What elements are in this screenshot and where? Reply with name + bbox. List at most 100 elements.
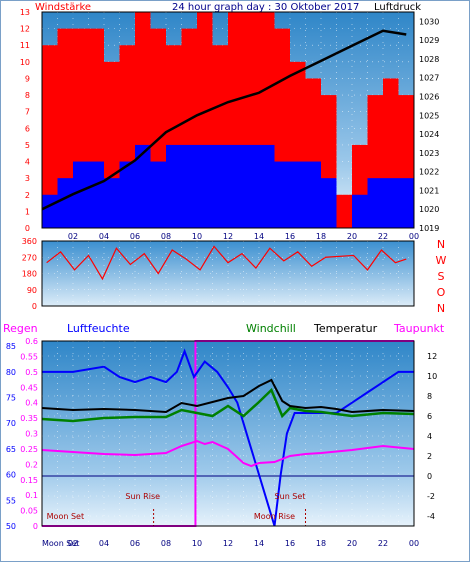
header-right-label: Luftdruck	[374, 2, 421, 13]
compass-label: S	[438, 270, 445, 283]
average-bar	[197, 144, 213, 228]
tick-label: 50	[6, 522, 16, 531]
tick-label: 08	[161, 539, 171, 548]
header-title: 24 hour graph day : 30 Oktober 2017	[172, 2, 359, 13]
tick-label: 0.6	[25, 337, 38, 346]
tick-label: 5	[25, 141, 30, 150]
tick-label: 55	[6, 496, 16, 505]
tick-label: 0.25	[20, 445, 38, 454]
climate-panel-frame	[41, 340, 415, 527]
tick-label: 6	[427, 412, 432, 421]
tick-label: 1023	[419, 149, 439, 158]
tick-label: 10	[427, 372, 437, 381]
average-bar	[352, 194, 368, 228]
gust-bar	[336, 194, 352, 228]
average-bar	[42, 194, 58, 228]
tick-label: 7	[25, 108, 30, 117]
average-bar	[119, 161, 135, 228]
tick-label: 02	[68, 539, 78, 548]
annotation-label: Sun Set	[275, 492, 306, 501]
wind-bars	[42, 12, 414, 228]
tick-label: 04	[99, 539, 109, 548]
tick-label: 1022	[419, 168, 439, 177]
average-bar	[166, 144, 182, 228]
average-bar	[274, 161, 290, 228]
pressure-right-ticks: 1019 1020 1021 1022 1023 1024 1025 1026 1027 1028…	[419, 17, 439, 233]
tick-label: 1	[25, 207, 30, 216]
tick-label: 18	[316, 232, 326, 241]
windchill-series	[41, 387, 415, 423]
pressure-series	[41, 29, 407, 211]
tick-label: 16	[285, 539, 295, 548]
bottom-moon-label: Moon Set	[42, 539, 79, 548]
average-bar	[383, 178, 399, 228]
average-bar	[305, 161, 321, 228]
tick-label: 2	[427, 452, 432, 461]
gust-bar	[42, 45, 58, 228]
tick-label: 12	[223, 539, 233, 548]
tick-label: 1025	[419, 111, 439, 120]
tick-label: -4	[427, 512, 435, 521]
tick-label: -2	[427, 492, 435, 501]
tick-label: 85	[6, 342, 16, 351]
direction-panel-frame	[41, 240, 415, 307]
rain-inner-ticks: 0 0.05 0.1 0.15 0.2 0.25 0.3 0.35 0.4 0.45 0.5 0.55…	[20, 337, 38, 531]
tick-label: 1020	[419, 205, 439, 214]
tick-label: 20	[347, 232, 357, 241]
tick-label: 00	[409, 539, 419, 548]
average-bar	[228, 144, 244, 228]
legend-label: Windchill	[246, 322, 296, 335]
tick-label: 3	[25, 174, 30, 183]
tick-label: 22	[378, 539, 388, 548]
tick-label: 360	[22, 237, 37, 246]
average-bar	[150, 161, 166, 228]
tick-label: 02	[68, 232, 78, 241]
tick-label: 00	[409, 232, 419, 241]
annotation-label: Moon Set	[47, 512, 84, 521]
tick-label: 0.4	[25, 399, 38, 408]
compass-label: O	[437, 286, 446, 299]
tick-label: 6	[25, 124, 30, 133]
tick-label: 18	[316, 539, 326, 548]
legend-label: Temperatur	[313, 322, 378, 335]
average-bar	[104, 178, 120, 228]
tick-label: 1029	[419, 36, 439, 45]
tick-label: 4	[427, 432, 432, 441]
tick-label: 14	[254, 232, 264, 241]
tick-label: 08	[161, 232, 171, 241]
tick-label: 1027	[419, 74, 439, 83]
average-bar	[367, 178, 383, 228]
average-bar	[88, 161, 104, 228]
tick-label: 06	[130, 539, 140, 548]
tick-label: 0	[427, 472, 432, 481]
tick-label: 20	[347, 539, 357, 548]
tick-label: 9	[25, 74, 30, 83]
average-bar	[135, 144, 151, 228]
tick-label: 10	[192, 232, 202, 241]
direction-line	[46, 245, 407, 281]
climate-x-ticks: 02 04 06 08 10 12 14 16 18 20 22 00 Moon Set	[42, 539, 419, 548]
tick-label: 90	[27, 286, 37, 295]
tick-label: 0.15	[20, 476, 38, 485]
tick-label: 22	[378, 232, 388, 241]
tick-label: 10	[20, 58, 30, 67]
tick-label: 0	[25, 224, 30, 233]
tick-label: 180	[22, 270, 37, 279]
average-bar	[243, 144, 259, 228]
average-bar	[181, 144, 197, 228]
tick-label: 1028	[419, 55, 439, 64]
legend-label: Taupunkt	[393, 322, 445, 335]
humidity-outer-ticks: 50 55 60 65 70 75 80 85	[6, 342, 16, 531]
tick-label: 1019	[419, 224, 439, 233]
tick-label: 11	[20, 41, 30, 50]
tick-label: 0.45	[20, 383, 38, 392]
tick-label: 8	[25, 91, 30, 100]
tick-label: 0	[33, 522, 38, 531]
annotation-label: Moon Rise	[254, 512, 295, 521]
average-bar	[259, 144, 275, 228]
average-bar	[73, 161, 89, 228]
tick-label: 1021	[419, 186, 439, 195]
tick-label: 80	[6, 368, 16, 377]
